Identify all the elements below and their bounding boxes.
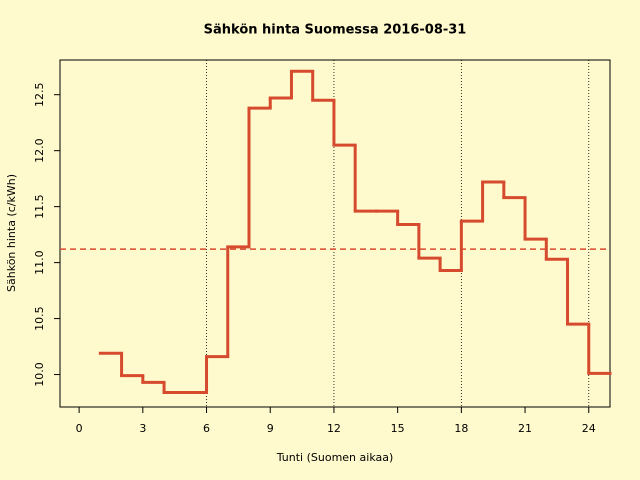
y-tick-label: 11.0 [33,250,46,275]
x-axis-label: Tunti (Suomen aikaa) [276,451,394,464]
y-tick-label: 10.5 [33,306,46,331]
x-tick-label: 0 [76,422,83,435]
y-tick-label: 11.5 [33,194,46,219]
x-tick-label: 6 [203,422,210,435]
x-tick-label: 24 [582,422,596,435]
y-axis-label: Sähkön hinta (c/kWh) [5,174,18,292]
x-tick-label: 3 [139,422,146,435]
y-tick-label: 12.0 [33,138,46,163]
x-tick-label: 12 [327,422,341,435]
y-tick-label: 12.5 [33,82,46,107]
x-tick-label: 15 [391,422,405,435]
y-tick-label: 10.0 [33,362,46,387]
x-tick-label: 9 [267,422,274,435]
x-tick-label: 21 [518,422,532,435]
chart-title: Sähkön hinta Suomessa 2016-08-31 [204,23,467,38]
x-tick-label: 18 [454,422,468,435]
